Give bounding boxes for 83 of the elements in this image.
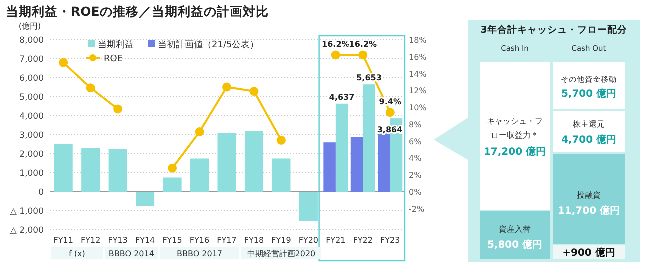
y2-tick-label: -2% xyxy=(409,204,425,214)
x-tick-label: FY23 xyxy=(380,236,400,245)
y2-tick-label: 18% xyxy=(409,36,428,45)
data-label: 4,637 xyxy=(329,92,355,102)
data-label: 3,864 xyxy=(377,126,404,135)
text: 4,700 億円 xyxy=(561,134,617,146)
y-tick-label: 2,000 xyxy=(20,150,44,160)
x-tick-label: FY12 xyxy=(81,236,101,245)
bar xyxy=(108,149,128,192)
x-tick-label: FY11 xyxy=(54,236,74,245)
x-tick-label: FY21 xyxy=(326,236,346,245)
text: +900 億円 xyxy=(562,247,616,259)
point xyxy=(331,50,340,60)
y-tick-label: 5,000 xyxy=(20,93,44,103)
y-tick-label: 3,000 xyxy=(20,131,44,141)
y-tick-label: △ 2,000 xyxy=(10,226,44,236)
chart-title: 当期利益・ROEの推移／当期利益の計画対比 xyxy=(6,4,269,19)
bar xyxy=(82,148,100,192)
text: 株主還元 xyxy=(572,120,605,129)
x-tick-label: FY20 xyxy=(298,236,319,245)
bar xyxy=(190,158,210,192)
bar xyxy=(324,142,336,192)
data-label: 16.2% xyxy=(349,40,378,50)
bar xyxy=(218,133,236,192)
text: キャッシュ・フロー収益力＊ xyxy=(487,117,543,140)
bar xyxy=(378,133,390,192)
text: 5,700 億円 xyxy=(561,88,617,100)
y-tick-label: 4,000 xyxy=(20,112,44,122)
bar xyxy=(136,192,155,206)
y2-tick-label: 6% xyxy=(409,137,422,146)
text: BBBO 2017 xyxy=(177,250,223,258)
text: BBBO 2014 xyxy=(108,250,154,258)
bar xyxy=(350,137,364,192)
y-tick-label: 6,000 xyxy=(20,74,44,84)
x-tick-label: FY22 xyxy=(353,236,373,245)
x-tick-label: FY17 xyxy=(217,236,237,245)
text: 17,200 億円 xyxy=(484,146,546,158)
y2-tick-label: 4% xyxy=(409,154,422,164)
y-tick-label: △ 1,000 xyxy=(10,207,44,217)
y2-tick-label: 16% xyxy=(409,52,428,62)
point xyxy=(386,108,395,118)
y-axis-title: (億円) xyxy=(18,22,42,31)
x-tick-label: FY19 xyxy=(272,236,292,245)
y2-tick-label: 2% xyxy=(409,171,422,180)
x-tick-label: FY15 xyxy=(162,236,182,245)
point xyxy=(276,136,286,145)
y-tick-label: 1,000 xyxy=(20,169,44,179)
y-tick-label: 8,000 xyxy=(20,36,44,46)
legend-label: ROE xyxy=(104,54,124,64)
text: 3年合計キャッシュ・フロー配分 xyxy=(480,24,628,36)
text: 資産入替 xyxy=(499,225,531,234)
text: 中期経営計画2020 xyxy=(247,250,316,258)
y2-tick-label: 14% xyxy=(409,70,428,79)
text: 5,800 億円 xyxy=(487,239,543,251)
y-tick-label: 0 xyxy=(38,188,44,198)
x-tick-label: FY14 xyxy=(135,236,156,245)
point xyxy=(114,104,123,114)
bar xyxy=(272,158,291,192)
bar xyxy=(299,192,318,222)
point xyxy=(250,87,259,96)
y2-tick-label: 0% xyxy=(409,188,422,197)
x-tick-label: FY13 xyxy=(108,236,128,245)
point xyxy=(86,84,96,93)
y2-tick-label: 10% xyxy=(409,104,428,113)
point xyxy=(222,82,232,92)
point xyxy=(195,128,204,137)
text: f (x) xyxy=(69,250,86,258)
y2-tick-label: 8% xyxy=(409,120,422,130)
bar xyxy=(244,131,264,192)
text: 投融資 xyxy=(576,191,601,200)
point xyxy=(358,50,368,60)
y-tick-label: 7,000 xyxy=(20,55,44,65)
legend-label: 当初計画値（21/5公表） xyxy=(158,40,260,50)
x-tick-label: FY18 xyxy=(244,236,264,245)
data-label: 16.2% xyxy=(322,40,350,50)
point xyxy=(59,58,68,68)
point xyxy=(168,164,178,173)
y2-tick-label: 12% xyxy=(409,86,428,96)
x-tick-label: FY16 xyxy=(190,236,210,245)
text: 11,700 億円 xyxy=(558,205,620,217)
bar xyxy=(163,178,182,192)
bar xyxy=(54,144,73,192)
legend-label: 当期利益 xyxy=(98,40,134,50)
